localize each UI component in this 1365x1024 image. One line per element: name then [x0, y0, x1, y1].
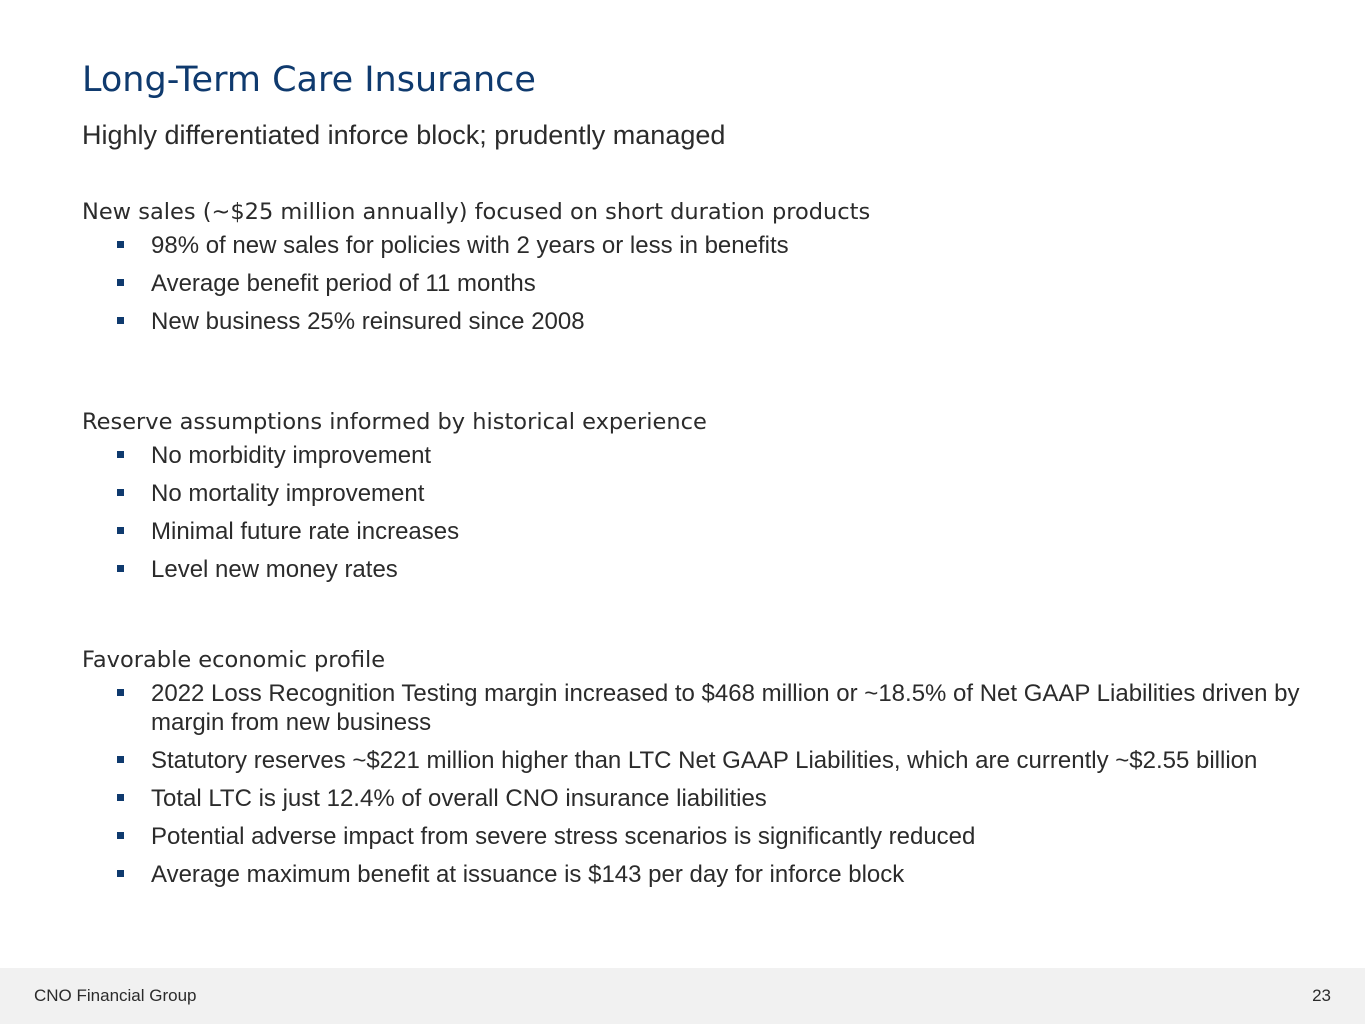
square-bullet-icon — [117, 241, 124, 248]
bullet-text: 98% of new sales for policies with 2 yea… — [151, 232, 789, 259]
bullet-text: No mortality improvement — [151, 480, 425, 507]
square-bullet-icon — [117, 870, 124, 877]
bullet-text: Level new money rates — [151, 556, 398, 583]
bullet-item: 2022 Loss Recognition Testing margin inc… — [82, 679, 1322, 737]
square-bullet-icon — [117, 689, 124, 696]
square-bullet-icon — [117, 832, 124, 839]
section-heading: Favorable economic profile — [82, 647, 386, 673]
square-bullet-icon — [117, 565, 124, 572]
bullet-text: Minimal future rate increases — [151, 518, 460, 545]
bullet-text: Average maximum benefit at issuance is $… — [151, 861, 905, 888]
bullet-text: New business 25% reinsured since 2008 — [151, 308, 585, 335]
slide-subtitle: Highly differentiated inforce block; pru… — [82, 120, 726, 150]
bullet-list: 2022 Loss Recognition Testing margin inc… — [82, 679, 1322, 889]
bullet-list: No morbidity improvement No mortality im… — [82, 441, 1322, 584]
bullet-text: Total LTC is just 12.4% of overall CNO i… — [151, 785, 767, 812]
section-reserve-assumptions: Reserve assumptions informed by historic… — [82, 407, 1322, 593]
bullet-list: 98% of new sales for policies with 2 yea… — [82, 231, 1322, 336]
section-heading: New sales (~$25 million annually) focuse… — [82, 199, 871, 225]
square-bullet-icon — [117, 279, 124, 286]
bullet-item: 98% of new sales for policies with 2 yea… — [82, 231, 1322, 260]
section-heading: Reserve assumptions informed by historic… — [82, 409, 707, 435]
slide-title: Long-Term Care Insurance — [82, 60, 536, 100]
square-bullet-icon — [117, 756, 124, 763]
bullet-item: Potential adverse impact from severe str… — [82, 822, 1322, 851]
slide-footer: CNO Financial Group 23 — [0, 968, 1365, 1024]
bullet-text: Average benefit period of 11 months — [151, 270, 536, 297]
bullet-item: Total LTC is just 12.4% of overall CNO i… — [82, 784, 1322, 813]
bullet-text: 2022 Loss Recognition Testing margin inc… — [151, 680, 1300, 736]
bullet-text: Statutory reserves ~$221 million higher … — [151, 747, 1258, 774]
bullet-text: No morbidity improvement — [151, 442, 432, 469]
section-new-sales: New sales (~$25 million annually) focuse… — [82, 197, 1322, 345]
bullet-item: New business 25% reinsured since 2008 — [82, 307, 1322, 336]
bullet-item: Statutory reserves ~$221 million higher … — [82, 746, 1322, 775]
square-bullet-icon — [117, 451, 124, 458]
bullet-item: No morbidity improvement — [82, 441, 1322, 470]
square-bullet-icon — [117, 317, 124, 324]
square-bullet-icon — [117, 489, 124, 496]
footer-company-name: CNO Financial Group — [34, 986, 197, 1005]
bullet-item: Minimal future rate increases — [82, 517, 1322, 546]
bullet-item: Average maximum benefit at issuance is $… — [82, 860, 1322, 889]
bullet-item: Average benefit period of 11 months — [82, 269, 1322, 298]
square-bullet-icon — [117, 527, 124, 534]
page-number: 23 — [1312, 986, 1331, 1005]
bullet-text: Potential adverse impact from severe str… — [151, 823, 976, 850]
square-bullet-icon — [117, 794, 124, 801]
bullet-item: No mortality improvement — [82, 479, 1322, 508]
section-economic-profile: Favorable economic profile 2022 Loss Rec… — [82, 645, 1322, 898]
bullet-item: Level new money rates — [82, 555, 1322, 584]
